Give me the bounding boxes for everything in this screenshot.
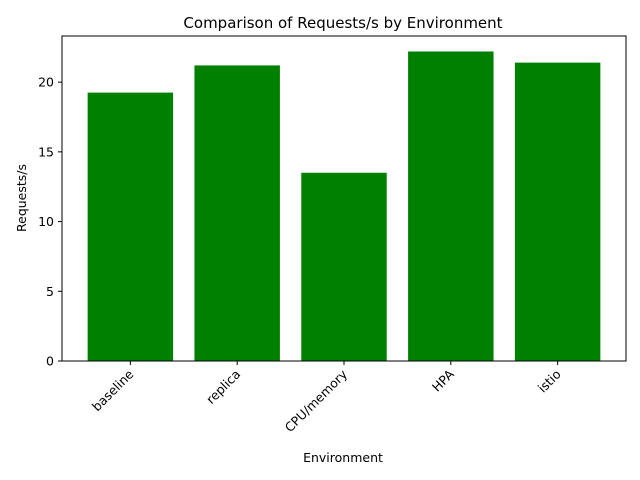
bar-replica xyxy=(194,65,280,361)
bar-baseline xyxy=(87,92,174,362)
bar-istio xyxy=(514,62,601,362)
x-tick-label: replica xyxy=(203,367,243,407)
x-tick-label: CPU/memory xyxy=(282,366,351,435)
chart-title: Comparison of Requests/s by Environment xyxy=(183,14,502,32)
y-tick-label: 10 xyxy=(38,214,54,229)
bar-cpu-memory xyxy=(301,172,387,361)
x-axis-ticks: baseline replica CPU/memory HPA istio xyxy=(89,361,564,435)
y-axis-label: Requests/s xyxy=(14,164,29,232)
y-axis-ticks: 0 5 10 15 20 xyxy=(38,75,62,369)
y-tick-label: 5 xyxy=(46,284,54,299)
plot-frame xyxy=(61,35,627,362)
y-tick-label: 15 xyxy=(38,144,54,159)
y-tick-label: 0 xyxy=(46,354,54,369)
x-tick-label: istio xyxy=(535,367,564,396)
bars-group xyxy=(87,51,601,362)
bar-hpa xyxy=(408,51,494,361)
x-tick-label: baseline xyxy=(89,366,137,414)
y-tick-label: 20 xyxy=(38,75,54,90)
x-tick-label: HPA xyxy=(429,366,457,394)
x-axis-label: Environment xyxy=(303,450,383,465)
